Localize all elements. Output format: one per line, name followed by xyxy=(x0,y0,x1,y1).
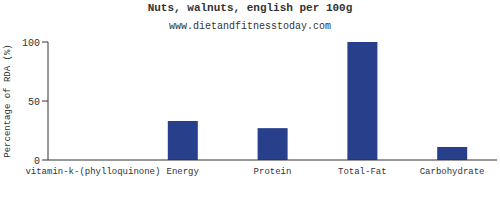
html-text:Nuts, walnuts, english per 100: Nuts, walnuts, english per 100g xyxy=(147,2,353,14)
svg-text:50: 50 xyxy=(28,97,40,108)
html-text:Percentage of RDA (%): Percentage of RDA (%) xyxy=(3,44,13,158)
svg-text:0: 0 xyxy=(34,156,40,167)
svg-text:Protein: Protein xyxy=(254,167,292,177)
svg-text:Energy: Energy xyxy=(166,167,199,177)
svg-text:vitamin-k-(phylloquinone): vitamin-k-(phylloquinone) xyxy=(25,167,160,177)
html-text:www.dietandfitnesstoday.com: www.dietandfitnesstoday.com xyxy=(169,21,331,32)
svg-text:Carbohydrate: Carbohydrate xyxy=(420,167,485,177)
svg-text:Total-Fat: Total-Fat xyxy=(338,167,387,177)
svg-text:100: 100 xyxy=(22,38,40,49)
